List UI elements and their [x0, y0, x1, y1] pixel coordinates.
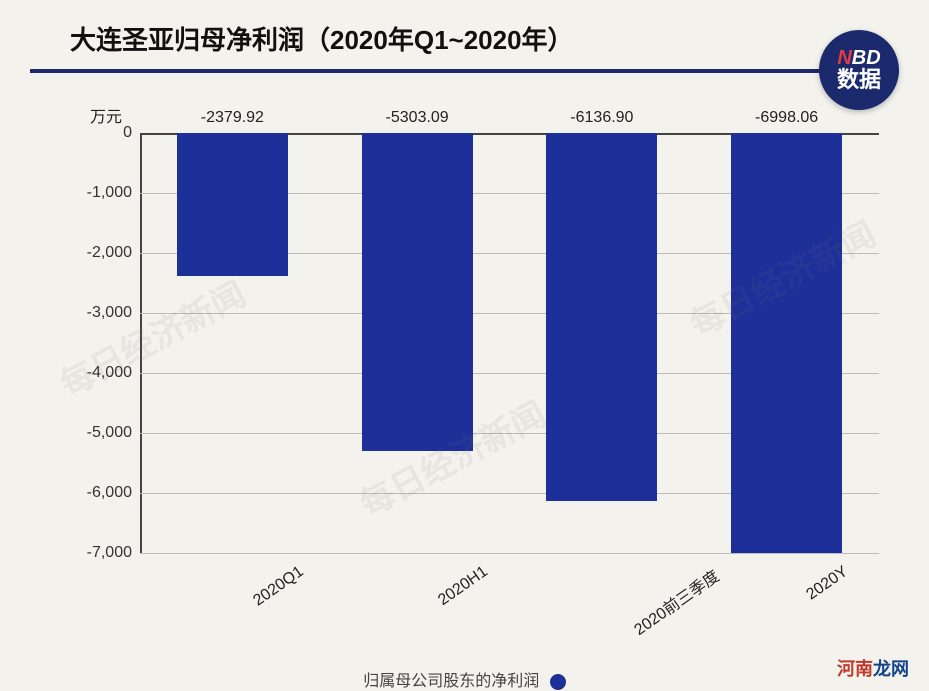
bar — [546, 133, 657, 501]
bar — [731, 133, 842, 553]
nbd-badge: NBD 数据 — [819, 30, 899, 110]
y-tick-label: -6,000 — [87, 484, 132, 502]
y-tick-label: -7,000 — [87, 544, 132, 562]
bar — [362, 133, 473, 451]
badge-line2: 数据 — [837, 68, 881, 92]
legend: 归属母公司股东的净利润 — [0, 667, 929, 691]
grid-line — [140, 553, 879, 554]
source-credit: 河南龙网 — [837, 655, 909, 681]
y-tick-label: 0 — [123, 124, 132, 142]
bar-value-label: -5303.09 — [386, 109, 449, 127]
bar-value-label: -6998.06 — [755, 109, 818, 127]
x-tick-label: 2020前三季度 — [628, 563, 723, 640]
y-tick-label: -2,000 — [87, 244, 132, 262]
legend-label: 归属母公司股东的净利润 — [363, 673, 539, 690]
chart-container: 大连圣亚归母净利润（2020年Q1~2020年） NBD 数据 万元 0-1,0… — [0, 0, 929, 691]
x-tick-label: 2020Q1 — [251, 563, 308, 610]
title-row: 大连圣亚归母净利润（2020年Q1~2020年） NBD 数据 — [30, 20, 899, 73]
bar — [177, 133, 288, 276]
chart-area: 万元 0-1,000-2,000-3,000-4,000-5,000-6,000… — [30, 103, 899, 613]
y-axis — [140, 133, 142, 553]
x-tick-label: 2020H1 — [435, 563, 491, 610]
chart-title: 大连圣亚归母净利润（2020年Q1~2020年） — [70, 20, 899, 57]
y-tick-label: -3,000 — [87, 304, 132, 322]
bar-value-label: -6136.90 — [570, 109, 633, 127]
y-tick-label: -4,000 — [87, 364, 132, 382]
bar-value-label: -2379.92 — [201, 109, 264, 127]
badge-n: N — [837, 47, 851, 69]
y-axis-unit: 万元 — [90, 103, 122, 127]
source-part2: 龙网 — [873, 659, 909, 679]
x-tick-label: 2020Y — [803, 563, 851, 604]
source-part1: 河南 — [837, 659, 873, 679]
badge-line1: NBD — [837, 48, 880, 68]
legend-swatch — [550, 674, 566, 690]
plot-area: 0-1,000-2,000-3,000-4,000-5,000-6,000-7,… — [140, 133, 879, 553]
badge-bd: BD — [852, 47, 881, 69]
y-tick-label: -5,000 — [87, 424, 132, 442]
y-tick-label: -1,000 — [87, 184, 132, 202]
